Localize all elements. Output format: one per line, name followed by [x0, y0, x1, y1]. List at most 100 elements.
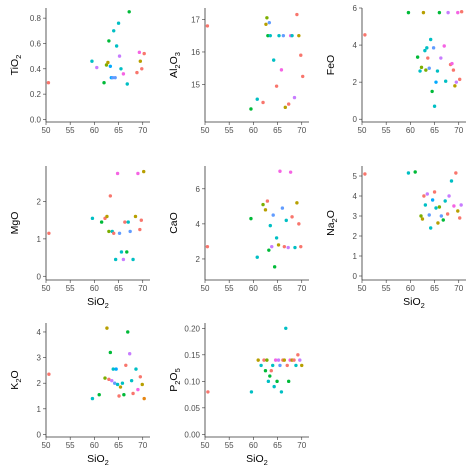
- x-tick-label: 50: [358, 126, 367, 135]
- data-point: [437, 10, 442, 15]
- x-tick-label: 55: [66, 284, 75, 293]
- x-axis-title: SiO2: [87, 296, 109, 310]
- data-point: [442, 44, 446, 48]
- data-point: [272, 265, 277, 269]
- data-point: [423, 203, 428, 207]
- data-point: [413, 170, 417, 174]
- x-tick-label: 55: [225, 284, 234, 293]
- data-point: [112, 381, 117, 385]
- data-point: [279, 68, 284, 72]
- data-point: [99, 220, 104, 224]
- data-point: [265, 358, 269, 362]
- data-point: [255, 255, 259, 259]
- data-point: [107, 39, 111, 43]
- y-tick-label: 3: [353, 212, 358, 221]
- data-point: [295, 201, 299, 205]
- x-tick-label: 60: [90, 284, 99, 293]
- data-point: [266, 33, 270, 38]
- data-point: [434, 80, 438, 84]
- data-point: [298, 358, 302, 362]
- data-point: [439, 56, 443, 60]
- data-point: [296, 353, 300, 357]
- data-point: [283, 105, 287, 110]
- x-tick-label: 70: [297, 441, 306, 450]
- x-tick-label: 70: [138, 284, 147, 293]
- panel-2: 50 55 60 65 70 15 16 17 Al2O3: [168, 8, 309, 135]
- x-tick-label: 65: [273, 126, 282, 135]
- data-point: [259, 363, 263, 368]
- x-tick-label: 65: [114, 284, 123, 293]
- data-point: [138, 227, 142, 232]
- y-tick-label: 0.2: [30, 90, 42, 99]
- y-tick-label: 0: [353, 115, 358, 124]
- data-point: [275, 379, 279, 384]
- y-tick-label: 4: [37, 328, 42, 337]
- x-tick-label: 60: [90, 126, 99, 135]
- data-point: [138, 375, 143, 379]
- data-point: [129, 378, 134, 383]
- data-point: [121, 72, 126, 76]
- x-tick-label: 60: [406, 284, 415, 293]
- data-point: [454, 80, 459, 84]
- data-point: [119, 250, 124, 254]
- data-point: [126, 330, 130, 334]
- data-point: [278, 363, 282, 368]
- panel-6: 50 55 60 65 70 0 1 2 3 4 5 Na2O SiO2: [325, 166, 466, 310]
- y-tick-label: 2: [37, 198, 42, 207]
- data-point: [282, 358, 287, 362]
- x-tick-label: 50: [358, 284, 367, 293]
- data-point: [267, 20, 272, 25]
- data-point: [111, 367, 115, 371]
- data-point: [290, 215, 294, 219]
- y-tick-label: 3: [37, 354, 42, 363]
- data-point: [293, 245, 297, 250]
- data-point: [90, 396, 95, 401]
- data-point: [422, 194, 426, 198]
- data-point: [406, 10, 411, 15]
- data-point: [102, 81, 106, 85]
- data-point: [122, 393, 126, 397]
- data-point: [133, 214, 138, 219]
- data-point: [125, 250, 129, 254]
- panel-7: 50 55 60 65 70 0 1 2 3 4 K2O SiO2: [9, 323, 150, 467]
- x-axis-title: SiO2: [403, 296, 425, 310]
- data-point: [363, 172, 367, 176]
- data-point: [131, 391, 135, 396]
- y-tick-label: 4: [196, 220, 201, 229]
- data-point: [430, 89, 434, 94]
- data-point: [267, 248, 271, 252]
- x-tick-label: 50: [42, 126, 51, 135]
- y-tick-label: 0: [353, 272, 358, 281]
- data-point: [113, 257, 118, 262]
- data-point: [459, 203, 463, 207]
- y-tick-label: 0: [37, 272, 42, 281]
- data-point: [142, 169, 146, 174]
- data-point: [441, 218, 445, 222]
- y-tick-label: 4: [353, 41, 358, 50]
- data-point: [445, 212, 450, 216]
- data-point: [272, 384, 276, 389]
- x-tick-label: 65: [430, 126, 439, 135]
- data-point: [120, 381, 125, 385]
- data-point: [136, 387, 140, 392]
- x-axis-title: SiO2: [246, 453, 268, 467]
- x-tick-label: 60: [406, 126, 415, 135]
- data-point: [276, 358, 281, 362]
- data-point: [439, 214, 444, 218]
- data-point: [137, 50, 142, 55]
- y-axis-title: K2O: [9, 370, 23, 389]
- data-point: [46, 81, 51, 85]
- data-point: [456, 10, 460, 15]
- x-tick-label: 65: [114, 126, 123, 135]
- x-tick-label: 60: [249, 284, 258, 293]
- data-point: [112, 231, 116, 235]
- data-point: [299, 53, 303, 57]
- data-point: [115, 171, 120, 176]
- x-tick-label: 55: [66, 126, 75, 135]
- data-point: [110, 378, 114, 383]
- data-point: [249, 390, 254, 394]
- data-point: [431, 46, 436, 50]
- data-point: [419, 214, 423, 218]
- data-point: [453, 84, 457, 88]
- data-point: [136, 171, 140, 176]
